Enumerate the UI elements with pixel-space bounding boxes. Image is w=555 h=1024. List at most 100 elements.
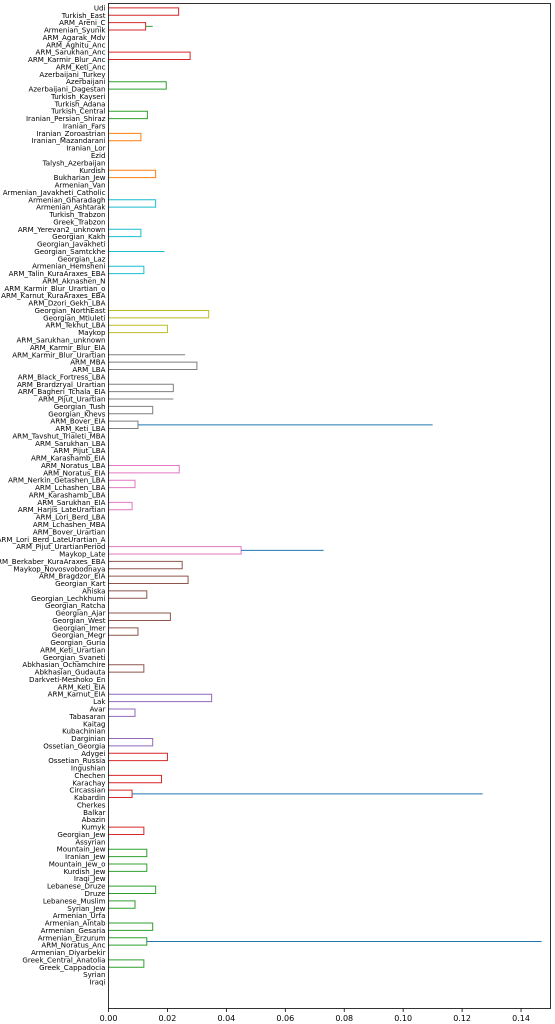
leaf-label: Ossetian_Russia	[48, 756, 105, 765]
leaf-label: Karachay	[72, 778, 105, 787]
leaf-label: ARM_Talin_KuraAraxes_EBA	[9, 269, 106, 278]
x-tick-label: 0.08	[335, 1014, 353, 1023]
leaf-label: Turkish_Adana	[54, 99, 106, 108]
leaf-label: Lak	[93, 697, 106, 706]
leaf-label: Armenian_Gesaria	[41, 926, 106, 935]
dendrogram-links	[108, 8, 542, 968]
leaf-labels: UdiTurkish_EastARM_Areni_CArmenian_Syuni…	[0, 3, 106, 986]
leaf-label: Turkish_East	[61, 11, 106, 20]
leaf-label: Udi	[94, 3, 106, 12]
leaf-label: ARM_Karnut_KuraAraxes_EBA	[1, 291, 106, 300]
dendrogram-link	[108, 937, 148, 946]
leaf-label: Maykop	[78, 328, 106, 337]
leaf-label: Ingushian	[71, 764, 106, 773]
leaf-label: ARM_Lchashen_LBA	[35, 483, 106, 492]
x-axis: 0.00 0.02 0.04 0.06 0.08 0.10 0.12 0.14	[100, 1008, 530, 1023]
leaf-label: ARM_Lori_Berd_LateUrartian_A	[0, 535, 106, 544]
dendrogram-link	[108, 789, 133, 799]
dendrogram-link	[108, 383, 174, 393]
leaf-label: ARM_Sarukhan_LBA	[35, 439, 106, 448]
leaf-label: Georgian_Mtiuleti	[43, 313, 105, 322]
leaf-label: Georgian_Javakheti	[37, 240, 106, 249]
leaf-label: ARM_Karashamb_EIA	[31, 454, 106, 463]
leaf-label: Armenian_Hemsheni	[32, 262, 105, 271]
dendrogram-link	[108, 848, 148, 858]
leaf-label: Darginian	[71, 734, 105, 743]
leaf-label: Bukharian_Jew	[54, 173, 106, 182]
leaf-label: Iranian_Mazandarani	[32, 136, 106, 145]
leaf-label: Georgian_Tush	[54, 402, 106, 411]
leaf-label: ARM_Karmir_Blur_EIA	[30, 343, 106, 352]
leaf-label: Maykop_Late	[59, 550, 105, 559]
leaf-label: Georgian_Megr	[52, 631, 106, 640]
leaf-label: Lebanese_Druze	[47, 882, 105, 891]
leaf-label: Ossetian_Georgia	[43, 741, 105, 750]
leaf-label: Syrian	[83, 970, 105, 979]
leaf-label: Iranian_Zoroastrian	[36, 129, 105, 138]
leaf-label: Adygei	[81, 749, 105, 758]
leaf-label: Lebanese_Muslim	[43, 896, 106, 905]
leaf-label: ARM_Dzori_Gekh_LBA	[28, 299, 105, 308]
dendrogram-link	[108, 132, 142, 142]
leaf-label: Circassian	[69, 786, 105, 795]
leaf-label: Georgian_Jew	[57, 830, 105, 839]
leaf-label: Turkish_Kayseri	[50, 92, 106, 101]
dendrogram-link	[108, 959, 145, 968]
leaf-label: ARM_Sarukhan_Anc	[36, 48, 106, 57]
leaf-label: ARM_Nerkin_Getashen_LBA	[8, 476, 106, 485]
leaf-label: ARM_Agarak_Mdv	[43, 33, 106, 42]
leaf-label: Armenian_Diyarbekir	[31, 948, 106, 957]
leaf-label: Kubachinian	[62, 727, 105, 736]
leaf-label: Kurdish	[79, 166, 105, 175]
dendrogram-link	[108, 361, 198, 371]
dendrogram-link	[108, 464, 180, 474]
dendrogram-link	[108, 664, 145, 673]
leaf-label: Kaitag	[83, 719, 105, 728]
leaf-label: ARM_Bragdzor_EIA	[39, 572, 106, 581]
leaf-label: ARM_Karmir_Blur_Anc	[28, 55, 106, 64]
x-tick-label: 0.06	[276, 1014, 294, 1023]
dendrogram-link	[108, 51, 191, 61]
leaf-label: ARM_Noratus_EIA	[43, 468, 105, 477]
leaf-label: Armenian_Urfa	[53, 911, 106, 920]
dendrogram-link	[108, 774, 163, 784]
leaf-label: Georgian_NorthEast	[34, 306, 105, 315]
leaf-label: ARM_Karnut_EIA	[48, 690, 106, 699]
leaf-label: ARM_Noratus_LBA	[41, 461, 106, 470]
leaf-label: Armenian_Van	[55, 181, 106, 190]
leaf-label: Georgian_Khevs	[48, 409, 106, 418]
plot-frame	[108, 3, 551, 1009]
leaf-label: Druze	[85, 889, 106, 898]
dendrogram-link	[108, 265, 145, 275]
leaf-label: Georgian_Lechkhumi	[31, 594, 105, 603]
leaf-label: Balkar	[83, 808, 106, 817]
leaf-label: Georgian_Imer	[53, 623, 105, 632]
leaf-label: Ahiska	[82, 586, 105, 595]
leaf-label: Armenian_Aintab	[45, 919, 106, 928]
leaf-label: Kurdish_Jew	[63, 867, 105, 876]
leaf-label: ARM_Keti_Anc	[56, 62, 106, 71]
x-tick-label: 0.00	[100, 1014, 118, 1023]
leaf-label: Mountain_Jew	[57, 845, 106, 854]
dendrogram-link	[108, 169, 157, 179]
dendrogram-link	[108, 752, 168, 762]
dendrogram-link	[108, 110, 148, 120]
dendrogram-link	[108, 546, 242, 555]
dendrogram-link	[108, 575, 189, 585]
dendrogram-link	[108, 693, 213, 703]
leaf-label: ARM_Lori_Berd_LBA	[36, 513, 106, 522]
leaf-label: ARM_Pijut_LBA	[53, 446, 105, 455]
leaf-label: ARM_Pijut_UrartianPeriod	[16, 542, 105, 551]
leaf-label: Turkish_Trabzon	[48, 210, 105, 219]
leaf-label: Greek_Cappadocia	[39, 963, 105, 972]
leaf-label: Syrian_Jew	[67, 904, 105, 913]
leaf-label: Armenian_Javakheti_Catholic	[3, 188, 106, 197]
dendrogram-link	[108, 324, 168, 334]
dendrogram-link	[108, 885, 157, 894]
leaf-label: Greek_Central_Anatolia	[22, 955, 105, 964]
leaf-label: Talysh_Azerbaijan	[42, 158, 106, 167]
leaf-label: ARM_Yerevan2_unknown	[18, 225, 106, 234]
leaf-label: Iraqi	[90, 978, 106, 987]
leaf-label: ARM_LBA	[72, 365, 105, 374]
